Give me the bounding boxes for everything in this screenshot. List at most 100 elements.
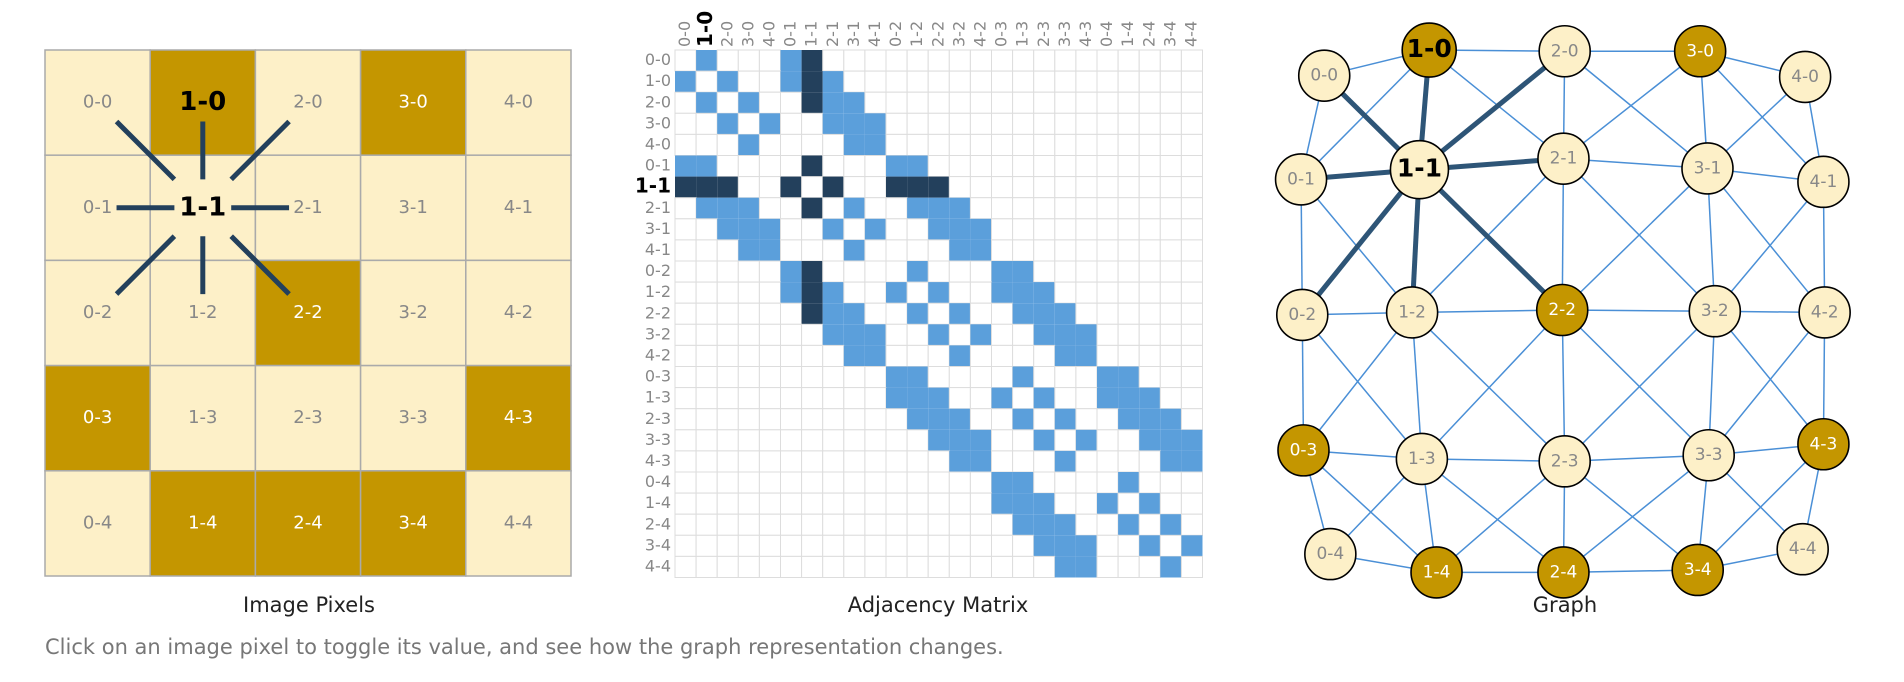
matrix-cell xyxy=(674,133,697,156)
pixel[interactable] xyxy=(359,154,467,262)
matrix-cell xyxy=(1159,387,1182,410)
matrix-cell xyxy=(822,344,845,367)
graph-node xyxy=(1277,424,1330,477)
matrix-col-label: 3-0 xyxy=(738,21,757,47)
matrix-cell xyxy=(843,471,866,494)
matrix-cell xyxy=(1117,112,1140,135)
neighbor-line xyxy=(114,119,177,182)
matrix-cell xyxy=(1138,513,1161,536)
matrix-cell xyxy=(1054,239,1077,262)
graph-node xyxy=(1538,435,1591,488)
matrix-cell xyxy=(1054,155,1077,178)
matrix-cell xyxy=(949,303,971,325)
matrix-cell xyxy=(758,555,782,579)
matrix-cell xyxy=(674,302,697,325)
matrix-cell xyxy=(969,176,993,199)
matrix-cell xyxy=(927,112,950,135)
pixel[interactable] xyxy=(359,259,467,367)
matrix-cell xyxy=(864,155,887,178)
matrix-cell xyxy=(907,197,929,219)
matrix-cell xyxy=(969,302,993,325)
graph-edge xyxy=(1302,449,1438,573)
pixel[interactable] xyxy=(359,364,467,472)
matrix-col-label: 3-2 xyxy=(949,21,968,47)
pixel[interactable] xyxy=(44,364,151,472)
matrix-cell xyxy=(843,387,866,410)
matrix-cell xyxy=(907,155,929,177)
pixel[interactable] xyxy=(149,470,257,577)
pixel[interactable] xyxy=(254,364,362,472)
matrix-cell xyxy=(822,303,844,325)
matrix-row-label: 1-4 xyxy=(645,493,671,512)
matrix-cell xyxy=(737,155,760,178)
pixel[interactable] xyxy=(254,470,362,577)
graph-node xyxy=(1304,527,1357,581)
graph-edge xyxy=(1714,310,1825,445)
matrix-cell xyxy=(716,281,739,304)
matrix-cell xyxy=(737,302,760,325)
matrix-cell xyxy=(1012,112,1035,135)
matrix-cell xyxy=(948,513,971,536)
matrix-cell xyxy=(1054,70,1077,93)
matrix-cell xyxy=(801,133,824,156)
matrix-cell xyxy=(1054,324,1076,346)
graph-node xyxy=(1274,153,1328,206)
matrix-cell xyxy=(864,534,887,557)
matrix-cell xyxy=(906,49,929,72)
matrix-cell xyxy=(737,471,760,494)
pixel[interactable] xyxy=(359,49,467,156)
matrix-cell xyxy=(696,176,718,198)
matrix-cell xyxy=(1096,408,1119,431)
matrix-row-label: 1-2 xyxy=(645,282,671,301)
matrix-cell xyxy=(1033,239,1056,262)
matrix-cell xyxy=(1180,218,1204,241)
pixel[interactable] xyxy=(465,470,572,577)
matrix-cell xyxy=(885,408,908,431)
matrix-cell xyxy=(1075,112,1098,135)
pixel[interactable] xyxy=(465,49,572,156)
matrix-cell xyxy=(948,49,971,72)
matrix-cell xyxy=(991,261,1013,283)
matrix-cell xyxy=(1139,408,1161,430)
matrix-cell xyxy=(780,555,803,579)
graph-node-label: 0-1 xyxy=(1287,169,1315,189)
matrix-cell xyxy=(1096,429,1119,452)
matrix-cell xyxy=(991,513,1014,536)
matrix-col-label: 0-0 xyxy=(675,21,694,47)
pixel[interactable] xyxy=(149,364,257,472)
matrix-cell xyxy=(758,344,782,367)
matrix-cell xyxy=(949,345,971,367)
matrix-col-label: 0-4 xyxy=(1097,21,1116,47)
matrix-cell xyxy=(1180,302,1204,325)
matrix-cell xyxy=(674,112,697,135)
graph-node-label: 4-0 xyxy=(1791,67,1819,87)
graph-node-label: 4-2 xyxy=(1811,302,1839,322)
matrix-cell xyxy=(906,239,929,262)
matrix-cell xyxy=(1075,91,1098,114)
pixel[interactable] xyxy=(465,364,572,472)
matrix-cell xyxy=(864,450,887,473)
matrix-cell xyxy=(737,387,760,410)
pixel[interactable] xyxy=(44,470,151,577)
matrix-cell xyxy=(864,49,887,72)
matrix-cell xyxy=(907,176,929,198)
graph-edge xyxy=(1706,167,1826,313)
pixel[interactable] xyxy=(359,470,467,577)
matrix-cell xyxy=(758,49,782,72)
matrix-cell xyxy=(1181,535,1203,557)
matrix-cell xyxy=(758,408,782,431)
pixel[interactable] xyxy=(465,154,572,262)
matrix-cell xyxy=(906,281,929,304)
matrix-cell xyxy=(1096,450,1119,473)
pixels-title: Image Pixels xyxy=(243,593,375,617)
matrix-row-label: 4-2 xyxy=(645,345,671,364)
matrix-cell xyxy=(801,282,823,304)
matrix-cell xyxy=(928,324,950,346)
graph-edge xyxy=(1562,454,1710,573)
pixel[interactable] xyxy=(465,259,572,367)
matrix-cell xyxy=(1138,344,1161,367)
matrix-cell xyxy=(991,493,1013,515)
matrix-cell xyxy=(864,239,887,262)
matrix-cell xyxy=(780,450,803,473)
matrix-cell xyxy=(907,366,929,388)
